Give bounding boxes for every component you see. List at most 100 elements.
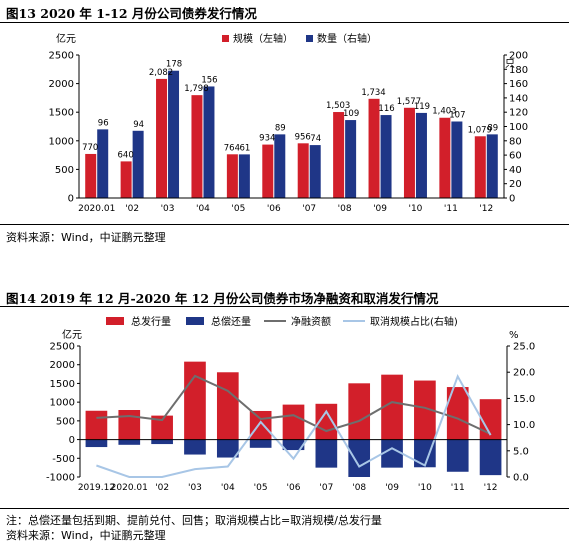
bar-issuance (315, 403, 338, 440)
data-label-count: 94 (133, 120, 144, 130)
x-tick-label: 2020.01 (111, 483, 148, 493)
bar-count (238, 154, 250, 198)
bar-repayment (414, 439, 436, 468)
data-label-scale: 956 (295, 132, 311, 142)
x-tick-label: '11 (451, 483, 465, 493)
legend-label-cancel-ratio: 取消规模占比(右轴) (370, 315, 458, 328)
legend-label-scale: 规模（左轴） (233, 32, 293, 45)
data-label-scale: 1,403 (432, 107, 456, 117)
x-tick-label: '05 (254, 483, 268, 493)
bar-scale (439, 117, 451, 198)
figure14-bottom-rule (0, 508, 569, 509)
x-tick-label: '08 (338, 204, 352, 214)
right-tick-label: 20.0 (513, 368, 535, 379)
x-tick-label: '12 (484, 483, 498, 493)
data-label-count: 89 (487, 123, 498, 133)
legend-swatch-count (306, 35, 313, 42)
left-tick-label: 1000 (49, 136, 74, 147)
bar-issuance (446, 387, 469, 440)
x-tick-label: 2020.01 (78, 204, 115, 214)
bar-issuance (414, 380, 436, 440)
data-label-scale: 640 (118, 150, 134, 160)
x-tick-label: '10 (408, 204, 422, 214)
bar-repayment (184, 439, 206, 455)
left-tick-label: 500 (56, 416, 75, 427)
bar-repayment (446, 439, 469, 472)
x-tick-label: 2019.12 (78, 483, 115, 493)
bar-count (380, 115, 392, 198)
figure14-bars (85, 361, 502, 477)
bar-repayment (249, 439, 272, 448)
figure14-chart: 总发行量 总偿还量 净融资额 取消规模占比(右轴) 亿元 % -1000 -500… (46, 315, 535, 493)
data-label-count: 116 (378, 104, 394, 114)
left-tick-label: 1500 (50, 379, 75, 390)
figure13-x-axis-ticks: 2020.01 '02 '03 '04 '05 '06 '07 '08 '09 '10 '11 '12 (78, 204, 493, 214)
x-tick-label: '08 (352, 483, 366, 493)
bar-issuance (249, 410, 272, 440)
bar-scale (156, 78, 168, 198)
data-label-scale: 934 (259, 134, 275, 144)
x-tick-label: '04 (196, 204, 210, 214)
figure14-legend: 总发行量 总偿还量 净融资额 取消规模占比(右轴) (106, 315, 458, 328)
line-cancel-ratio (96, 374, 492, 478)
x-tick-label: '10 (418, 483, 432, 493)
figure14-left-axis-ticks: -1000 -500 0 500 1000 1500 2000 2500 (46, 342, 80, 484)
bar-repayment (118, 439, 141, 445)
data-label-count: 119 (414, 102, 430, 112)
right-tick-label: 40 (509, 165, 522, 176)
left-tick-label: 500 (55, 165, 74, 176)
figure13-right-axis-unit: 只 (505, 59, 515, 70)
x-tick-label: '07 (302, 204, 316, 214)
x-tick-label: '03 (188, 483, 202, 493)
line-net-financing (96, 374, 492, 435)
x-tick-label: '05 (231, 204, 245, 214)
x-tick-label: '06 (267, 204, 281, 214)
figure14-right-axis-ticks: 0.0 5.0 10.0 15.0 20.0 25.0 (507, 342, 535, 484)
data-label-count: 89 (275, 123, 286, 133)
data-label-scale: 1,079 (468, 125, 492, 135)
figure13-left-axis-unit: 亿元 (56, 32, 76, 45)
bar-repayment (479, 439, 502, 476)
bar-count (168, 70, 180, 198)
right-tick-label: 20 (509, 179, 522, 190)
data-label-scale: 2,082 (149, 68, 173, 78)
left-tick-label: 2000 (49, 79, 74, 90)
data-label-count: 156 (201, 75, 217, 85)
left-tick-label: 1000 (50, 398, 75, 409)
data-label-scale: 1,577 (397, 97, 421, 107)
right-tick-label: 140 (509, 93, 528, 104)
x-tick-label: '11 (444, 204, 458, 214)
x-tick-label: '07 (319, 483, 333, 493)
x-tick-label: '06 (287, 483, 301, 493)
bar-count (132, 130, 144, 198)
right-tick-label: 180 (509, 65, 528, 76)
data-label-scale: 1,734 (361, 88, 385, 98)
bar-issuance (216, 372, 239, 440)
right-tick-label: 120 (509, 108, 528, 119)
bar-count (97, 129, 109, 198)
bar-issuance (85, 410, 108, 440)
figure14-source: 资料来源：Wind，中证鹏元整理 (6, 529, 166, 542)
figure14-note: 注：总偿还量包括到期、提前兑付、回售；取消规模占比=取消规模/总发行量 (6, 514, 382, 527)
right-tick-label: 160 (509, 79, 528, 90)
figure13-top-rule (0, 22, 569, 23)
legend-label-repayment: 总偿还量 (211, 315, 251, 328)
legend-label-count: 数量（右轴） (317, 32, 377, 45)
bar-scale (297, 143, 309, 198)
figure14-right-axis-unit: % (509, 330, 519, 341)
right-tick-label: 5.0 (513, 446, 529, 457)
bar-repayment (381, 439, 403, 468)
bar-count (345, 120, 357, 198)
data-label-scale: 1,503 (326, 101, 350, 111)
left-tick-label: -500 (52, 454, 75, 465)
figure13-bottom-rule (0, 224, 569, 225)
left-tick-label: -1000 (46, 473, 75, 484)
bar-repayment (85, 439, 108, 448)
figure13-axes (78, 55, 505, 199)
data-label-scale: 1,798 (184, 84, 208, 94)
bar-scale (85, 153, 97, 198)
x-tick-label: '03 (161, 204, 175, 214)
right-tick-label: 100 (509, 122, 528, 133)
figure13-source: 资料来源：Wind，中证鹏元整理 (6, 231, 166, 244)
